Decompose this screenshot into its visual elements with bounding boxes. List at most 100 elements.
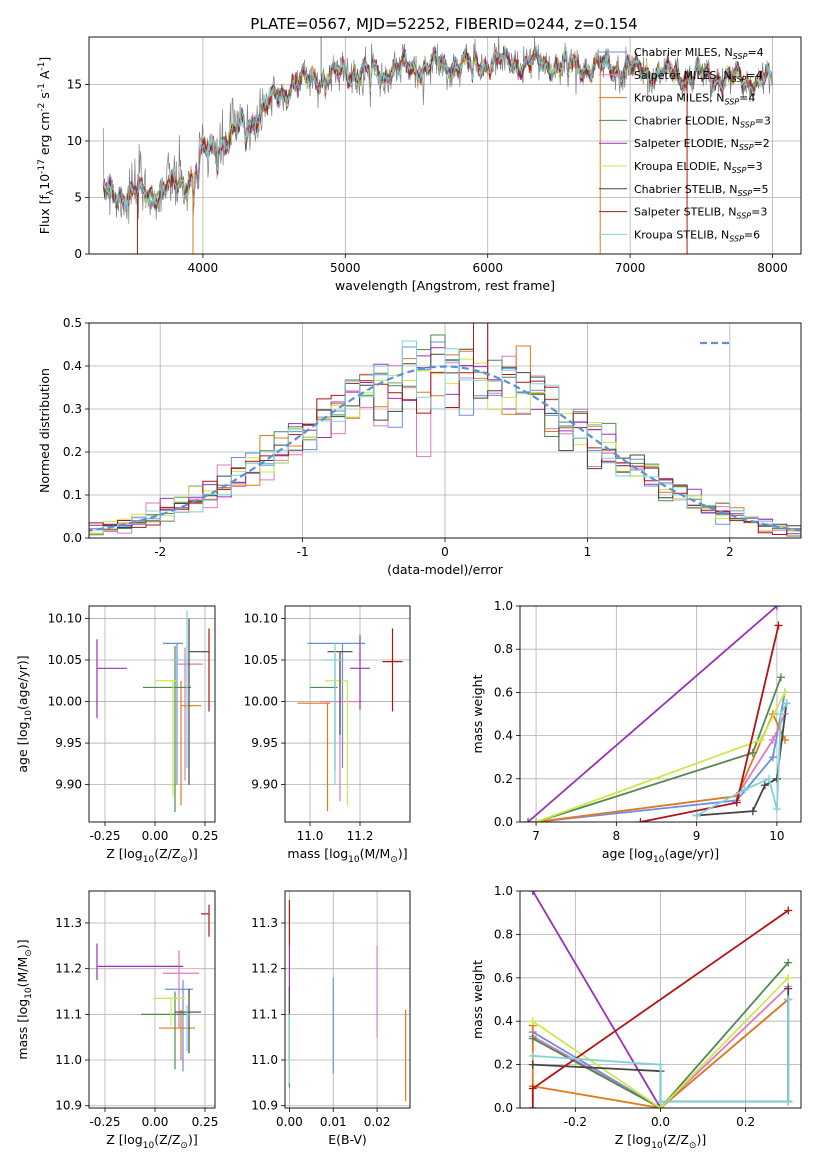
ylabel-part: Normed distribution bbox=[37, 368, 52, 493]
series-marker bbox=[784, 958, 793, 967]
x-axis-label: Z [log10(Z/Z⊙)] bbox=[106, 1132, 197, 1151]
series-marker bbox=[784, 906, 793, 915]
ylabel-part: λ bbox=[46, 189, 56, 195]
y-tick-label: 9.90 bbox=[55, 778, 82, 792]
plot-area bbox=[528, 891, 793, 1108]
y-tick-label: 10.9 bbox=[55, 1099, 82, 1113]
x-tick-label: 6000 bbox=[472, 261, 503, 275]
series-marker bbox=[528, 1104, 537, 1108]
series-line bbox=[532, 891, 662, 1108]
legend-sub: SSP bbox=[732, 75, 747, 84]
y-tick-label: 0 bbox=[74, 247, 82, 261]
point-chabrier-stelib bbox=[175, 989, 201, 1054]
x-axis-label: mass [log10(M/M⊙)] bbox=[287, 846, 407, 865]
xlabel-part: Z [log bbox=[615, 1132, 651, 1147]
xlabel-part: 10 bbox=[653, 855, 665, 865]
x-tick-label: 0.25 bbox=[192, 1115, 219, 1129]
legend-n: =3 bbox=[746, 160, 762, 173]
series-line bbox=[532, 977, 789, 1108]
x-tick-label: 7000 bbox=[615, 261, 646, 275]
x-tick-label: 0.02 bbox=[364, 1115, 391, 1129]
x-axis-label: (data-model)/error bbox=[387, 562, 504, 577]
point-salpeter-miles bbox=[177, 647, 203, 781]
point-kroupa-miles bbox=[180, 680, 201, 806]
ylabel-part: mass weight bbox=[470, 674, 485, 753]
gaussian-curve bbox=[89, 365, 801, 532]
series-marker bbox=[528, 891, 537, 895]
series-marker bbox=[776, 673, 785, 682]
y-tick-label: 0.0 bbox=[494, 815, 513, 829]
xlabel-part: 10 bbox=[651, 1141, 663, 1151]
x-tick-label: 1 bbox=[584, 545, 592, 559]
series-marker bbox=[784, 1097, 793, 1106]
point-salpeter-stelib bbox=[382, 628, 403, 712]
xlabel-part: E(B-V) bbox=[328, 1132, 367, 1147]
y-tick-label: 0.4 bbox=[494, 729, 513, 743]
y-tick-label: 0.2 bbox=[494, 1058, 513, 1072]
legend-sub: SSP bbox=[738, 189, 753, 198]
series-kroupa-stelib bbox=[528, 995, 793, 1106]
xlabel-part: age [log bbox=[602, 846, 653, 861]
legend-text: Chabrier ELODIE, N bbox=[634, 114, 740, 127]
series-marker bbox=[524, 818, 533, 822]
plot-age-vs-Z: -0.25 0.00 0.25 9.90 9.95 10.00 10.05 10.10 Z [l… bbox=[15, 605, 218, 865]
x-axis-label: E(B-V) bbox=[328, 1132, 367, 1147]
y-tick-label: 10.9 bbox=[251, 1099, 278, 1113]
series-marker bbox=[748, 748, 757, 757]
legend-label: Kroupa MILES, NSSP=4 bbox=[634, 92, 755, 107]
y-tick-label: 11.3 bbox=[251, 916, 278, 930]
series-marker bbox=[772, 774, 781, 783]
series-marker bbox=[764, 774, 773, 783]
xlabel-part: Z [log bbox=[106, 846, 142, 861]
x-tick-label: 5000 bbox=[330, 261, 361, 275]
x-tick-label: 2 bbox=[726, 545, 734, 559]
legend-text: Chabrier STELIB, N bbox=[634, 183, 738, 196]
series-marker bbox=[784, 973, 793, 982]
series-marker bbox=[774, 621, 783, 630]
ylabel-part: )] bbox=[15, 939, 30, 949]
y-tick-label: 0.2 bbox=[63, 445, 82, 459]
plot-area bbox=[524, 606, 791, 822]
spectrum-model-kroupa-stelib bbox=[103, 45, 773, 214]
y-tick-label: 0.5 bbox=[63, 316, 82, 330]
hist-kroupa-stelib bbox=[89, 340, 801, 536]
y-tick-label: 10.00 bbox=[244, 695, 278, 709]
y-tick-label: 10.05 bbox=[244, 653, 278, 667]
legend-n: =4 bbox=[739, 92, 755, 105]
plot-residuals: -2 -1 0 1 2 0.0 0.1 0.2 0.3 0.4 0.5 (data-model)/er… bbox=[37, 316, 802, 577]
legend-n: =2 bbox=[754, 137, 770, 150]
y-tick-label: 10.10 bbox=[244, 611, 278, 625]
point-chabrier-stelib bbox=[188, 618, 209, 785]
x-tick-label: -1 bbox=[297, 545, 309, 559]
y-axis-label: Flux [fλ10-17 erg cm-2 s-1 A-1] bbox=[37, 57, 56, 235]
series-line bbox=[696, 702, 788, 817]
point-chabrier-elodie bbox=[143, 645, 191, 813]
x-tick-label: 11.0 bbox=[297, 829, 324, 843]
legend-n: =6 bbox=[744, 228, 760, 241]
point-salpeter-elodie bbox=[96, 639, 127, 719]
xlabel-part: wavelength [Angstrom, rest frame] bbox=[335, 278, 555, 293]
x-axis-label: Z [log10(Z/Z⊙)] bbox=[615, 1132, 706, 1151]
y-tick-label: 1.0 bbox=[494, 599, 513, 613]
series-marker bbox=[636, 818, 645, 822]
y-tick-label: 15 bbox=[67, 77, 82, 91]
y-tick-label: 9.90 bbox=[251, 778, 278, 792]
xlabel-part: )] bbox=[696, 1132, 706, 1147]
x-tick-label: 0.01 bbox=[320, 1115, 347, 1129]
series-marker bbox=[772, 805, 781, 814]
x-tick-label: 0 bbox=[441, 545, 449, 559]
legend-label: Chabrier STELIB, NSSP=5 bbox=[634, 183, 768, 198]
series-marker bbox=[692, 811, 701, 820]
plot-mass-weight-vs-Z: -0.2 0.0 0.2 0.0 0.2 0.4 0.6 0.8 1.0 Z [log10(Z/Z… bbox=[470, 884, 802, 1151]
y-axis-label: age [log10(age/yr)] bbox=[15, 655, 34, 772]
xlabel-part: )] bbox=[188, 846, 198, 861]
y-tick-label: 0.3 bbox=[63, 402, 82, 416]
legend-text: Kroupa ELODIE, N bbox=[634, 160, 732, 173]
plot-area bbox=[96, 904, 210, 1072]
y-tick-label: 11.0 bbox=[55, 1053, 82, 1067]
x-tick-label: 0.00 bbox=[276, 1115, 303, 1129]
xlabel-part: (M/M bbox=[360, 846, 391, 861]
series-line bbox=[535, 676, 782, 822]
ylabel-part: (M/M bbox=[15, 957, 30, 988]
